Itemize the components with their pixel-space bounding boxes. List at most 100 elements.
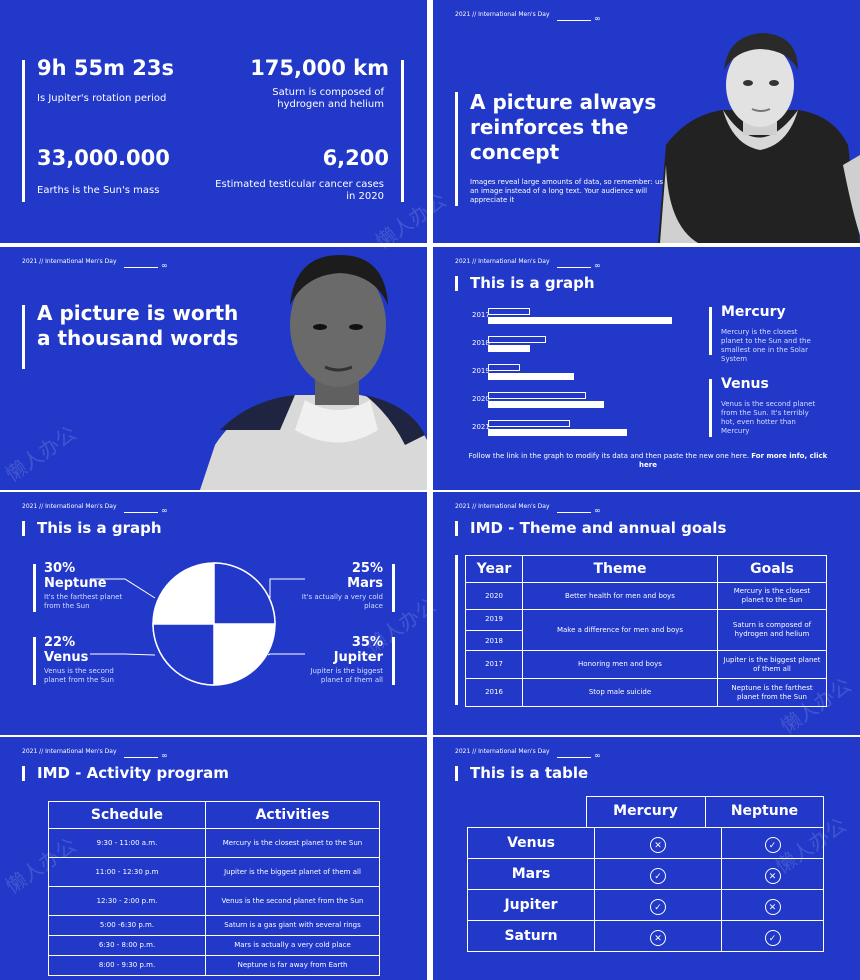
bar-2019-series2 bbox=[488, 373, 574, 380]
goal-cell: Neptune is the farthest planet from the … bbox=[717, 678, 827, 707]
pie-desc: It's the farthest planet from the Sun bbox=[44, 593, 123, 610]
table-row: 9:30 - 11:00 a.m. Mercury is the closest… bbox=[48, 828, 380, 858]
pie-pct: 25% bbox=[351, 561, 383, 576]
year-cell: 2020 bbox=[465, 582, 523, 610]
theme-cell: Stop male suicide bbox=[522, 678, 718, 707]
row-label: Saturn bbox=[467, 920, 595, 952]
header-label: 2021 // International Men's Day bbox=[22, 748, 117, 755]
slide-theme-goals[interactable]: 2021 // International Men's Day ∞ IMD - … bbox=[433, 492, 860, 735]
slide-title: A picture is worth a thousand words bbox=[37, 301, 239, 350]
slide-bar-graph[interactable]: 2021 // International Men's Day ∞ This i… bbox=[433, 247, 860, 490]
glasses-icon: ∞ bbox=[594, 751, 601, 760]
activity-table: Schedule Activities 9:30 - 11:00 a.m. Me… bbox=[48, 801, 380, 976]
accent-bar bbox=[455, 92, 458, 206]
slide-comparison-table[interactable]: 2021 // International Men's Day ∞ This i… bbox=[433, 737, 860, 980]
more-info-link[interactable]: For more info, click here bbox=[639, 452, 828, 469]
check-icon: ✓ bbox=[650, 868, 666, 884]
header-divider-line bbox=[705, 796, 706, 827]
stat-desc: Saturn is composed of hydrogen and heliu… bbox=[272, 87, 384, 110]
check-icon: ✓ bbox=[764, 930, 781, 946]
time-cell: 11:00 - 12:30 p.m bbox=[48, 857, 206, 887]
slide-title: A picture always reinforces the concept bbox=[470, 90, 657, 164]
pie-pct: 35% bbox=[351, 635, 383, 650]
slide-title: IMD - Activity program bbox=[37, 764, 229, 782]
row-label: Jupiter bbox=[467, 889, 595, 921]
table-row: Venus ✕ ✓ bbox=[467, 827, 824, 859]
theme-cell: Honoring men and boys bbox=[522, 650, 718, 679]
header-divider bbox=[124, 512, 158, 513]
col-header: Schedule bbox=[48, 801, 206, 829]
planet-desc: Venus is the second planet from the Sun.… bbox=[721, 400, 816, 435]
bar-2019-series1 bbox=[488, 364, 520, 371]
pie-name: Venus bbox=[44, 650, 89, 665]
year-label: 2021 bbox=[472, 423, 490, 431]
planet-name: Mercury bbox=[721, 304, 786, 320]
check-icon-cell: ✓ bbox=[721, 920, 824, 952]
glasses-icon: ∞ bbox=[594, 506, 601, 515]
goal-cell: Jupiter is the biggest planet of them al… bbox=[717, 650, 827, 679]
activity-cell: Jupiter is the biggest planet of them al… bbox=[205, 857, 380, 887]
header-label: 2021 // International Men's Day bbox=[22, 258, 117, 265]
cross-icon-cell: ✕ bbox=[594, 920, 722, 952]
planet-desc: Mercury is the closest planet to the Sun… bbox=[721, 328, 811, 363]
pie-slice-mars bbox=[213, 562, 276, 625]
man-photo bbox=[200, 255, 427, 490]
accent-bar bbox=[709, 307, 712, 355]
glasses-icon: ∞ bbox=[161, 261, 168, 270]
pie-chart bbox=[152, 562, 276, 686]
header-label: 2021 // International Men's Day bbox=[22, 503, 117, 510]
header-divider bbox=[124, 267, 158, 268]
accent-bar bbox=[33, 564, 36, 612]
pie-desc: Jupiter is the biggest planet of them al… bbox=[310, 667, 383, 684]
table-row: Saturn ✕ ✓ bbox=[467, 920, 824, 952]
bar-2020-series2 bbox=[488, 401, 604, 408]
table-row: 2020 Better health for men and boys Merc… bbox=[465, 582, 827, 610]
time-cell: 12:30 - 2:00 p.m. bbox=[48, 886, 206, 916]
stat-value: 175,000 km bbox=[250, 56, 389, 80]
comparison-table: Venus ✕ ✓ Mars ✓ ✕ Jupiter ✓ ✕ Saturn ✕ … bbox=[467, 827, 824, 952]
table-row: 2017 Honoring men and boys Jupiter is th… bbox=[465, 650, 827, 679]
glasses-icon: ∞ bbox=[594, 14, 601, 23]
accent-bar bbox=[22, 60, 25, 202]
pie-pct: 22% bbox=[44, 635, 76, 650]
pie-desc: It's actually a very cold place bbox=[301, 593, 383, 610]
footer-note: Follow the link in the graph to modify i… bbox=[463, 452, 833, 470]
goal-cell: Mercury is the closest planet to the Sun bbox=[717, 582, 827, 610]
activity-cell: Mercury is the closest planet to the Sun bbox=[205, 828, 380, 858]
activity-cell: Venus is the second planet from the Sun bbox=[205, 886, 380, 916]
goal-cell: Saturn is composed of hydrogen and heliu… bbox=[717, 609, 827, 651]
planet-name: Venus bbox=[721, 376, 769, 392]
slide-picture-concept[interactable]: 2021 // International Men's Day ∞ A pict… bbox=[433, 0, 860, 243]
table-row: 11:00 - 12:30 p.m Jupiter is the biggest… bbox=[48, 857, 380, 887]
stat-value: 6,200 bbox=[322, 146, 389, 170]
slide-activity-program[interactable]: 2021 // International Men's Day ∞ IMD - … bbox=[0, 737, 427, 980]
row-label: Venus bbox=[467, 827, 595, 859]
col-header: Goals bbox=[717, 555, 827, 583]
accent-bar bbox=[455, 521, 458, 536]
bar-2020-series1 bbox=[488, 392, 586, 399]
cross-icon-cell: ✕ bbox=[594, 827, 722, 859]
slide-pie-graph[interactable]: 2021 // International Men's Day ∞ This i… bbox=[0, 492, 427, 735]
col-header: Mercury bbox=[613, 803, 678, 819]
stat-value: 33,000.000 bbox=[37, 146, 170, 170]
man-photo bbox=[658, 33, 860, 243]
slide-stats[interactable]: 9h 55m 23s Is Jupiter's rotation period … bbox=[0, 0, 427, 243]
year-label: 2020 bbox=[472, 395, 490, 403]
stat-value: 9h 55m 23s bbox=[37, 56, 175, 80]
table-row: Mars ✓ ✕ bbox=[467, 858, 824, 890]
table-row: 12:30 - 2:00 p.m. Venus is the second pl… bbox=[48, 886, 380, 916]
pie-slice-jupiter bbox=[214, 624, 275, 685]
cross-icon-cell: ✕ bbox=[721, 858, 824, 890]
year-cell: 2016 bbox=[465, 678, 523, 707]
header-divider bbox=[124, 757, 158, 758]
accent-bar bbox=[22, 305, 25, 369]
slide-picture-worth[interactable]: 2021 // International Men's Day ∞ A pict… bbox=[0, 247, 427, 490]
cross-icon: ✕ bbox=[650, 930, 666, 946]
year-label: 2017 bbox=[472, 311, 490, 319]
pie-name: Neptune bbox=[44, 576, 107, 591]
activity-cell: Mars is actually a very cold place bbox=[205, 935, 380, 956]
accent-bar bbox=[392, 637, 395, 685]
pie-slice-neptune bbox=[153, 563, 214, 624]
header-divider bbox=[557, 512, 591, 513]
header-label: 2021 // International Men's Day bbox=[455, 258, 550, 265]
